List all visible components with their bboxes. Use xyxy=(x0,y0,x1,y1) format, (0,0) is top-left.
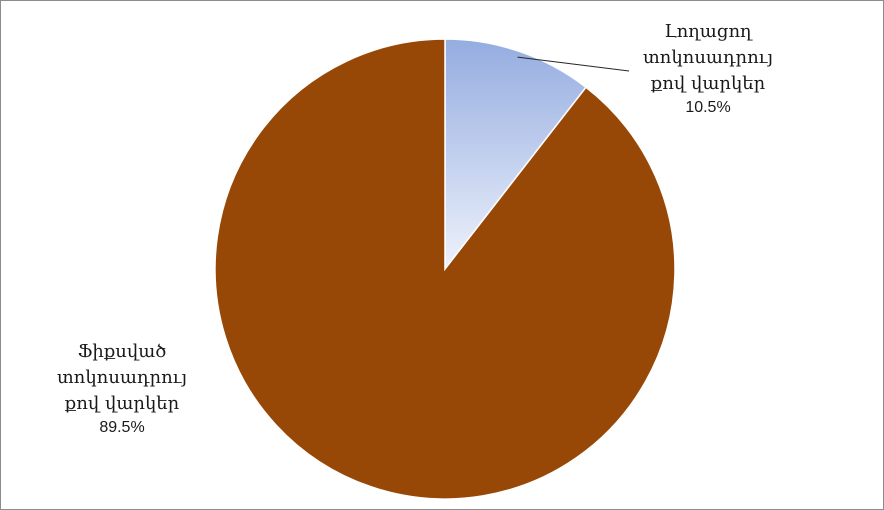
slice-label-floating-value: 10.5% xyxy=(685,99,731,117)
pie-slice-0 xyxy=(444,38,588,272)
pie-slice-1 xyxy=(214,38,676,500)
slice-label-fixed: Ֆիքսված տոկոսադրույ քով վարկեր 89.5% xyxy=(37,339,207,439)
slice-label-fixed-name: Ֆիքսված տոկոսադրույ քով վարկեր xyxy=(56,341,188,415)
pie-slices xyxy=(214,38,676,500)
slice-label-floating: Լողացող տոկոսադրույ քով վարկեր 10.5% xyxy=(623,19,793,119)
leader-line xyxy=(517,56,630,72)
slice-label-floating-name: Լողացող տոկոսադրույ քով վարկեր xyxy=(642,21,774,95)
slice-label-fixed-value: 89.5% xyxy=(99,419,145,437)
